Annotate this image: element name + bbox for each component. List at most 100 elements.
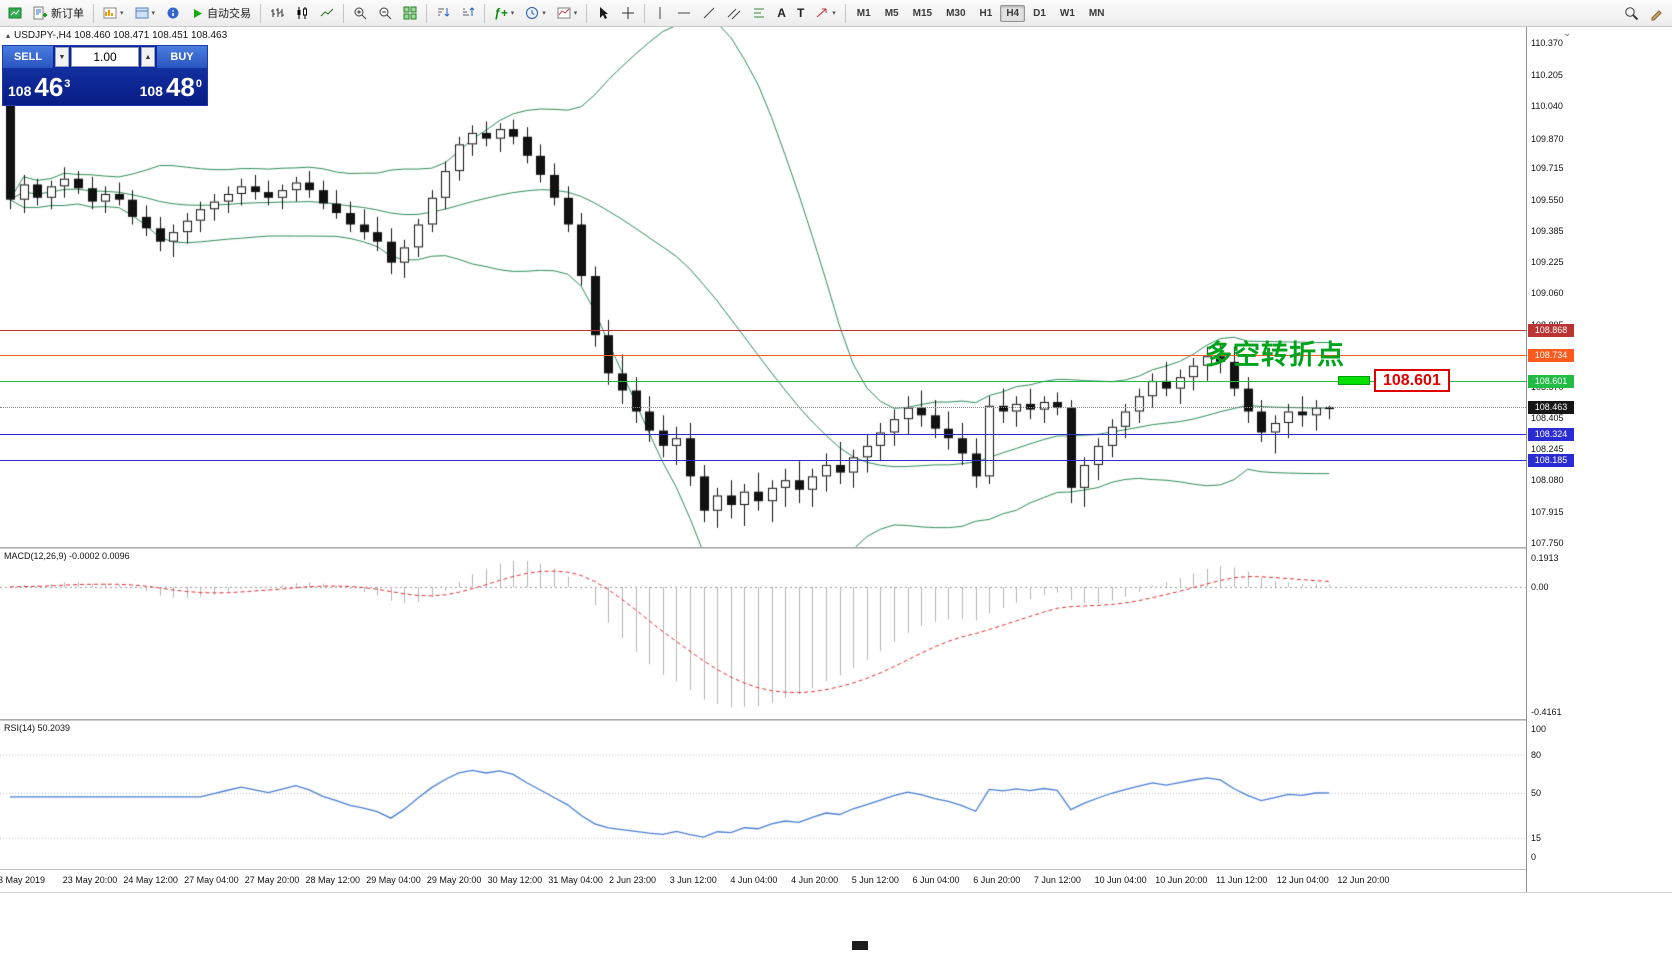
- scroll-marker[interactable]: [852, 941, 868, 950]
- search-icon[interactable]: [1619, 2, 1644, 25]
- level-price-badge: 108.324: [1528, 427, 1574, 441]
- horizontal-line-tool-button[interactable]: [672, 2, 696, 25]
- date-label: 23 May 2019: [0, 875, 46, 885]
- rsi-tick: 100: [1531, 724, 1547, 734]
- tile-windows-button[interactable]: [398, 2, 422, 25]
- separator: [260, 3, 262, 23]
- separator: [343, 3, 345, 23]
- tf-button-m5[interactable]: M5: [884, 7, 899, 19]
- bid-ask-display: 108 46 3 108 48 0: [3, 68, 207, 105]
- tf-button-m1[interactable]: M1: [856, 7, 871, 19]
- panel-splitter[interactable]: [0, 719, 1672, 721]
- bar-chart-button[interactable]: [265, 2, 289, 25]
- vertical-line-tool-button[interactable]: [649, 2, 671, 25]
- sell-price: 108 46 3: [8, 71, 71, 102]
- level-price-label[interactable]: 108.601: [1374, 368, 1450, 392]
- rsi-tick: 80: [1531, 749, 1542, 760]
- timeframe-toolbar: M1 M5 M15 M30 H1 H4 D1 W1 MN: [850, 4, 1112, 22]
- main-toolbar: 新订单 ▾ ▾ 自动交易 ƒ+ ▾ ▾ ▾: [0, 0, 1672, 27]
- horizontal-level-line[interactable]: [0, 380, 1526, 382]
- horizontal-level-line[interactable]: [0, 355, 1526, 357]
- arrows-tool-button[interactable]: ▾: [810, 2, 841, 25]
- sort-descending-button[interactable]: [456, 2, 480, 25]
- zoom-in-button[interactable]: [348, 2, 372, 25]
- rsi-canvas[interactable]: [0, 721, 1526, 869]
- sort-ascending-button[interactable]: [431, 2, 455, 25]
- green-level-marker[interactable]: [1338, 375, 1370, 385]
- panel-splitter[interactable]: [0, 547, 1672, 549]
- volume-input[interactable]: [71, 47, 139, 67]
- separator: [844, 3, 846, 23]
- volume-decrease-button[interactable]: ▼: [55, 47, 69, 67]
- new-order-button[interactable]: 新订单: [28, 2, 89, 25]
- label-tool-button[interactable]: T: [796, 6, 805, 20]
- date-label: 29 May 20:00: [426, 875, 482, 885]
- macd-canvas[interactable]: [0, 549, 1526, 719]
- tf-button-mn[interactable]: MN: [1088, 7, 1105, 19]
- price-tick: 110.370: [1531, 38, 1563, 49]
- zoom-out-button[interactable]: [373, 2, 397, 25]
- date-label: 27 May 20:00: [244, 875, 300, 885]
- horizontal-level-line[interactable]: [0, 433, 1526, 435]
- sell-button[interactable]: SELL: [3, 46, 53, 68]
- cursor-tool-button[interactable]: [591, 2, 615, 25]
- trendline-tool-button[interactable]: [697, 2, 721, 25]
- tf-button-d1[interactable]: D1: [1033, 7, 1046, 19]
- rsi-tick: 50: [1531, 788, 1542, 798]
- current-price-line[interactable]: [0, 407, 1526, 409]
- periods-button[interactable]: ▾: [520, 2, 551, 25]
- rsi-tick: 0: [1531, 852, 1537, 862]
- text-tool-button[interactable]: A: [777, 6, 786, 20]
- channel-tool-button[interactable]: [722, 2, 746, 25]
- line-chart-button[interactable]: [315, 2, 339, 25]
- scale-chevron-icon[interactable]: ⌄: [1563, 28, 1572, 39]
- volume-increase-button[interactable]: ▲: [141, 47, 155, 67]
- candlestick-chart-button[interactable]: [290, 2, 314, 25]
- pen-icon[interactable]: [1644, 2, 1669, 25]
- horizontal-level-line[interactable]: [0, 460, 1526, 462]
- date-label: 27 May 04:00: [184, 875, 239, 885]
- data-window-button[interactable]: [161, 2, 185, 25]
- price-axis[interactable]: ⌄ 110.370 110.205 110.040 109.870 109.715 109…: [1526, 27, 1672, 892]
- price-tick: 109.385: [1531, 226, 1564, 237]
- chart-workspace: ▴ USDJPY-,H4 108.460 108.471 108.451 108…: [0, 27, 1672, 954]
- one-click-trading-panel: SELL ▼ ▲ BUY 108 46 3 108 48 0: [2, 45, 208, 106]
- price-tick: 109.870: [1531, 133, 1564, 144]
- indicators-button[interactable]: ƒ+ ▾: [494, 6, 515, 20]
- date-label: 4 Jun 04:00: [730, 875, 778, 885]
- horizontal-level-line[interactable]: [0, 329, 1526, 331]
- price-tick: 109.550: [1531, 194, 1564, 205]
- templates-button[interactable]: ▾: [552, 2, 583, 25]
- tf-button-w1[interactable]: W1: [1059, 7, 1075, 19]
- collapse-arrow-icon[interactable]: ▴: [6, 31, 11, 40]
- macd-tick: 0.00: [1531, 581, 1549, 592]
- date-label: 11 Jun 12:00: [1216, 875, 1268, 885]
- price-chart-canvas[interactable]: [0, 27, 1526, 547]
- buy-button[interactable]: BUY: [157, 46, 207, 68]
- level-price-badge: 108.185: [1528, 454, 1574, 468]
- date-label: 4 Jun 20:00: [791, 875, 839, 885]
- separator: [93, 3, 94, 23]
- profiles-button[interactable]: ▾: [130, 2, 161, 25]
- new-chart-button[interactable]: ▾: [98, 2, 129, 25]
- axis-separator: [0, 869, 1672, 870]
- tf-button-h1[interactable]: H1: [979, 7, 993, 19]
- autotrading-button[interactable]: 自动交易: [186, 2, 256, 25]
- date-label: 29 May 04:00: [366, 875, 421, 885]
- price-tick: 107.915: [1531, 506, 1564, 517]
- date-label: 12 Jun 04:00: [1276, 875, 1329, 885]
- time-axis[interactable]: 23 May 2019 23 May 20:00 24 May 12:00 27 Ma…: [0, 870, 1526, 892]
- bottom-strip: [0, 892, 1672, 954]
- tf-button-h4[interactable]: H4: [1000, 4, 1026, 22]
- tf-button-m15[interactable]: M15: [912, 7, 933, 19]
- tf-button-m30[interactable]: M30: [946, 7, 966, 19]
- rsi-panel: RSI(14) 50.2039: [0, 721, 1526, 869]
- date-label: 30 May 12:00: [487, 875, 543, 885]
- fibonacci-tool-button[interactable]: [747, 2, 771, 25]
- buy-price: 108 48 0: [139, 71, 202, 102]
- new-order-label: 新订单: [51, 8, 84, 20]
- level-price-badge: 108.601: [1528, 374, 1574, 388]
- price-tick: 107.750: [1531, 538, 1564, 549]
- crosshair-tool-button[interactable]: [616, 2, 640, 25]
- separator: [644, 3, 646, 23]
